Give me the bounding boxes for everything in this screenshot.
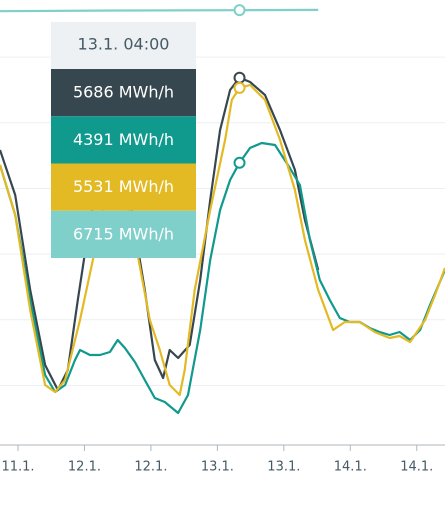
x-tick-label: 14.1. [334, 460, 367, 475]
tooltip-row [51, 163, 196, 211]
tooltip-row [51, 210, 196, 258]
tooltip-value: 6715 MWh/h [73, 224, 174, 243]
x-tick-label: 12.1. [134, 460, 167, 475]
tooltip-value: 5686 MWh/h [73, 83, 174, 102]
x-tick-label: 13.1. [201, 460, 234, 475]
x-tick-label: 13.1. [267, 460, 300, 475]
x-tick-label: 12.1. [68, 460, 101, 475]
x-tick-label: 14.1. [400, 460, 433, 475]
tooltip-value: 5531 MWh/h [73, 177, 174, 196]
tooltip-header [51, 22, 196, 69]
tooltip-row [51, 69, 196, 117]
hover-marker [233, 156, 246, 169]
x-tick-label: 11.1. [1, 460, 34, 475]
series-line [0, 8, 319, 13]
hover-marker [233, 4, 246, 17]
tooltip-row [51, 116, 196, 164]
hover-marker [233, 71, 246, 84]
series-line [0, 83, 445, 397]
hover-marker [233, 81, 246, 94]
series-line [0, 76, 320, 392]
tooltip-value: 4391 MWh/h [73, 130, 174, 149]
tooltip: 13.1. 04:00 5686 MWh/h 4391 MWh/h 5531 MWh/… [51, 22, 196, 258]
tooltip-title: 13.1. 04:00 [78, 35, 170, 54]
